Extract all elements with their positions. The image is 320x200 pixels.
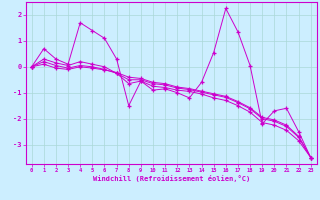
X-axis label: Windchill (Refroidissement éolien,°C): Windchill (Refroidissement éolien,°C): [92, 175, 250, 182]
